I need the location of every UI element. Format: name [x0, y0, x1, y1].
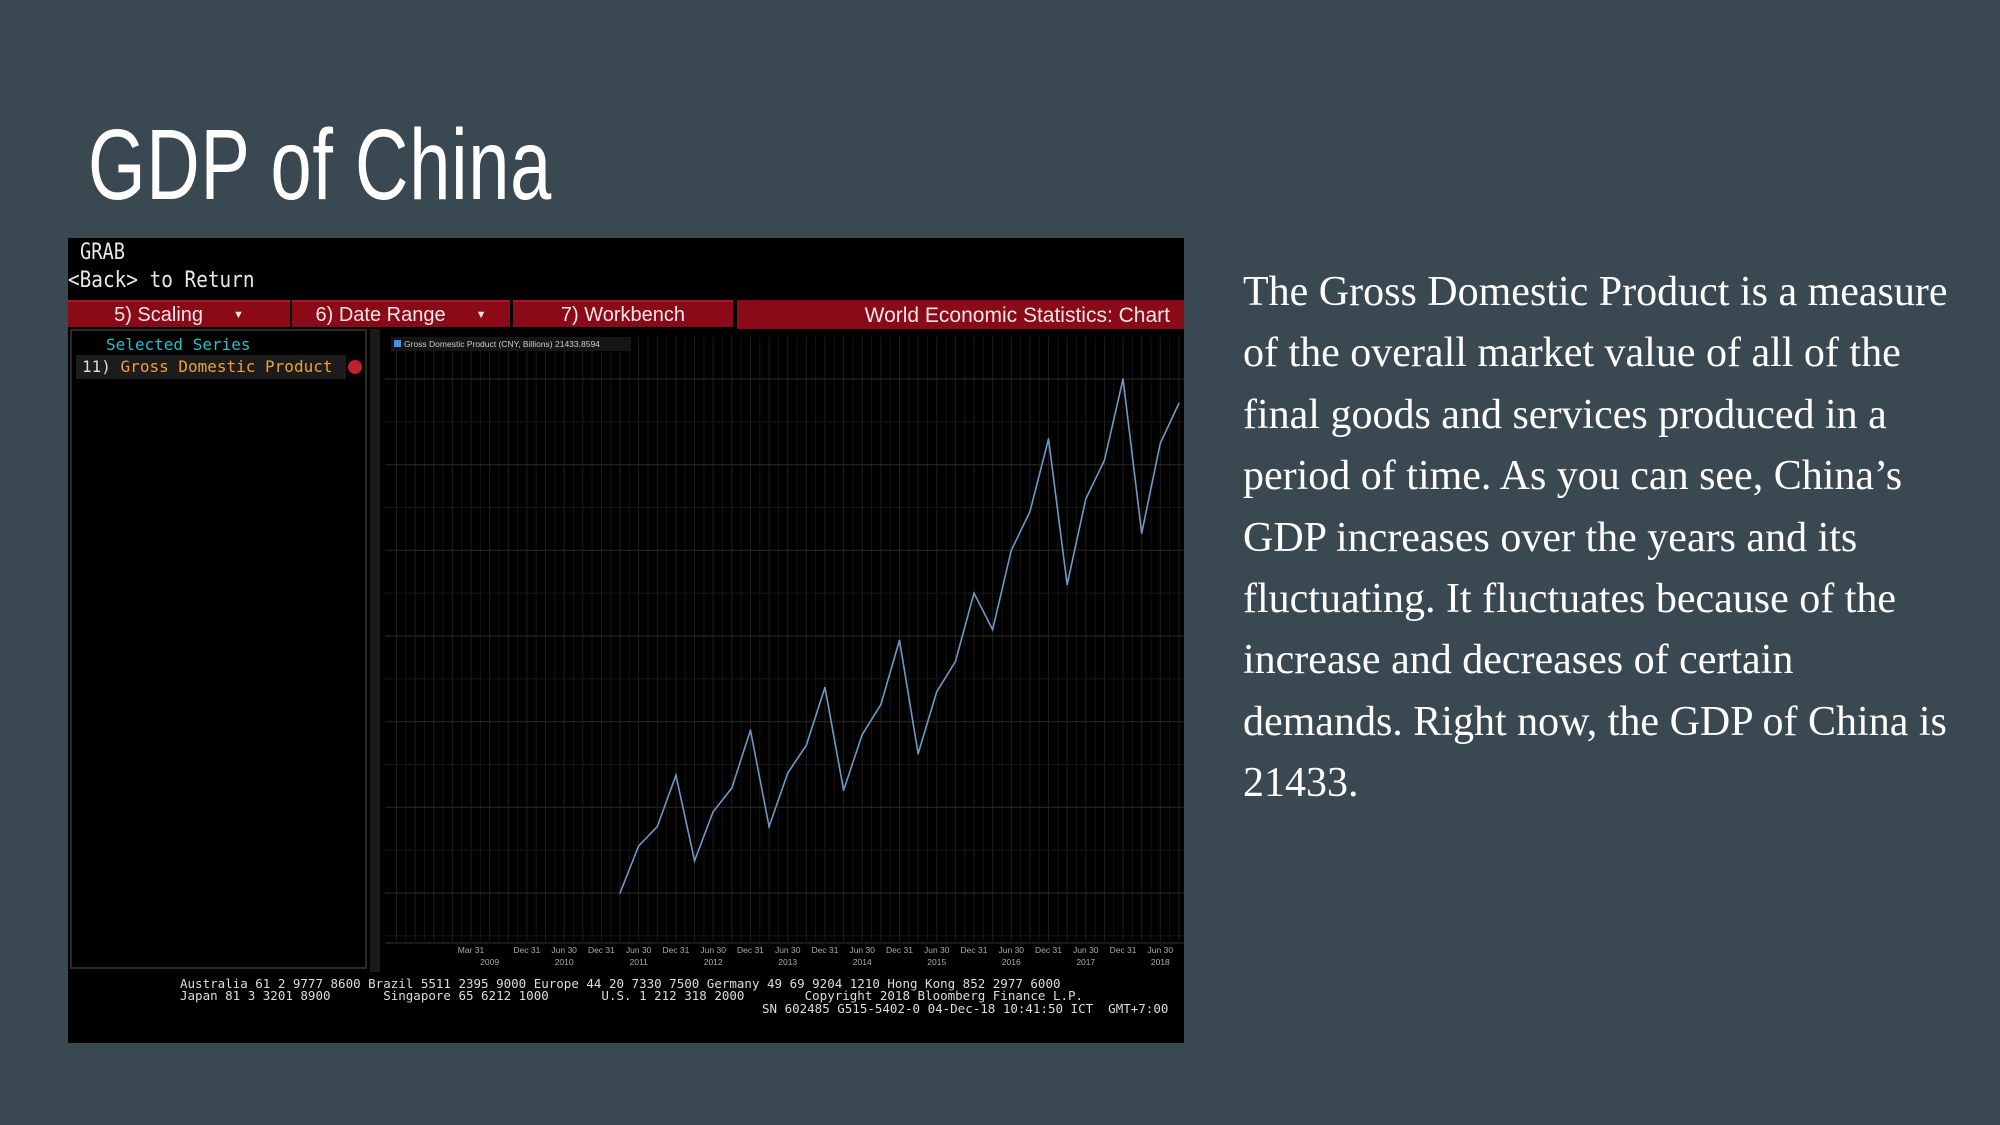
gdp-data-point — [1029, 510, 1031, 513]
x-tick-label: Jun 30 — [849, 945, 875, 955]
scaling-label: 5) Scaling — [114, 304, 204, 326]
gdp-data-point — [824, 686, 826, 689]
x-tick-label: Jun 30 — [1073, 945, 1099, 955]
gdp-data-point — [898, 639, 901, 642]
x-tick-label: Dec 31 — [886, 945, 913, 955]
gdp-data-point — [656, 825, 659, 828]
screen-title: World Economic Statistics: Chart — [737, 300, 1184, 329]
gdp-data-point — [637, 845, 640, 847]
x-tick-label: Jun 30 — [999, 945, 1025, 955]
x-tick-label: Jun 30 — [924, 945, 950, 955]
x-year-label: 2010 — [555, 957, 574, 967]
x-tick-label: Jun 30 — [775, 945, 801, 955]
gdp-data-point — [768, 825, 770, 828]
series-number: 11) — [82, 357, 111, 376]
x-tick-label: Jun 30 — [551, 945, 577, 955]
gdp-data-point — [991, 628, 994, 631]
selected-series-header: Selected Series — [106, 335, 251, 354]
x-tick-label: Jun 30 — [626, 945, 652, 955]
x-tick-label: Dec 31 — [1110, 945, 1137, 955]
panel-splitter[interactable] — [370, 329, 380, 972]
footer-line-2: Japan 81 3 3201 8900 Singapore 65 6212 1… — [180, 988, 1084, 1003]
gdp-data-point — [1010, 549, 1013, 552]
x-year-label: 2016 — [1002, 957, 1021, 967]
footer-line-3: SN 602485 G515-5402-0 04-Dec-18 10:41:50… — [762, 1001, 1169, 1016]
gdp-data-point — [1122, 378, 1124, 380]
workbench-button[interactable]: 7) Workbench — [513, 300, 733, 327]
x-tick-label: Mar 31 — [458, 945, 485, 955]
gdp-data-point — [973, 592, 975, 594]
slide-title: GDP of China — [88, 109, 553, 221]
gdp-data-point — [731, 787, 733, 789]
terminal-footer: Australia 61 2 9777 8600 Brazil 5511 239… — [68, 976, 1184, 1041]
x-year-label: 2009 — [480, 957, 499, 967]
date-range-label: 6) Date Range — [315, 304, 446, 326]
gdp-data-point — [917, 752, 919, 755]
remove-series-icon[interactable] — [348, 360, 362, 374]
x-tick-label: Dec 31 — [812, 945, 839, 955]
gdp-data-point — [675, 774, 677, 777]
workbench-label: 7) Workbench — [560, 304, 686, 326]
gdp-data-point — [842, 789, 845, 791]
gdp-data-point — [786, 772, 789, 774]
scaling-button[interactable]: 5) Scaling ▼ — [68, 300, 290, 327]
footer-line-1: Australia 61 2 9777 8600 Brazil 5511 239… — [180, 976, 1061, 991]
gdp-data-point — [1047, 438, 1050, 440]
x-tick-label: Dec 31 — [737, 945, 764, 955]
gdp-data-point — [880, 703, 882, 706]
legend-swatch — [394, 340, 401, 347]
gdp-data-point — [1084, 498, 1087, 500]
dropdown-arrow-icon: ▼ — [475, 309, 487, 322]
x-year-label: 2012 — [704, 957, 723, 967]
gdp-data-point — [619, 892, 621, 894]
gdp-data-point — [1140, 532, 1143, 534]
x-year-label: 2013 — [778, 957, 797, 967]
gdp-data-point — [954, 660, 957, 663]
gdp-data-point — [805, 744, 808, 747]
gdp-data-point — [1066, 583, 1068, 586]
x-tick-label: Dec 31 — [588, 945, 615, 955]
gdp-data-point — [712, 810, 714, 813]
back-to-return[interactable]: <Back> to Return — [68, 268, 255, 293]
gdp-data-point — [1159, 442, 1162, 445]
gdp-data-point — [1103, 459, 1106, 462]
selected-series-panel: Selected Series 11) Gross Domestic Produ… — [70, 329, 367, 969]
x-tick-label: Dec 31 — [961, 945, 988, 955]
gdp-data-point — [935, 690, 938, 693]
x-tick-label: Dec 31 — [1035, 945, 1062, 955]
slide-body-text: The Gross Domestic Product is a measure … — [1243, 269, 1948, 807]
x-year-label: 2015 — [927, 957, 946, 967]
x-year-label: 2018 — [1151, 957, 1170, 967]
x-year-label: 2017 — [1076, 957, 1095, 967]
legend-box — [391, 337, 631, 351]
grab-label: GRAB — [80, 240, 126, 265]
series-name: Gross Domestic Product — [120, 357, 333, 376]
bloomberg-screenshot: GRAB <Back> to Return 5) Scaling ▼ 6) Dat… — [68, 238, 1253, 1043]
dropdown-arrow-icon: ▼ — [233, 309, 244, 322]
gdp-data-point — [693, 860, 696, 862]
gdp-data-point — [1178, 402, 1180, 405]
x-year-label: 2014 — [853, 957, 872, 967]
x-tick-label: Dec 31 — [662, 945, 689, 955]
x-tick-label: Dec 31 — [513, 945, 540, 955]
x-year-label: 2011 — [630, 957, 649, 967]
gdp-chart: 10000120001400016000180002000022000Mar 3… — [383, 329, 1253, 972]
legend-text: Gross Domestic Product (CNY, Billions) 2… — [404, 339, 600, 349]
chart-svg: 10000120001400016000180002000022000Mar 3… — [385, 337, 1253, 967]
x-tick-label: Jun 30 — [1148, 945, 1174, 955]
gdp-data-point — [749, 729, 752, 732]
series-list-item[interactable]: 11) Gross Domestic Product — [76, 355, 346, 379]
x-tick-label: Jun 30 — [700, 945, 726, 955]
date-range-button[interactable]: 6) Date Range ▼ — [292, 300, 510, 327]
gdp-data-point — [861, 733, 864, 736]
